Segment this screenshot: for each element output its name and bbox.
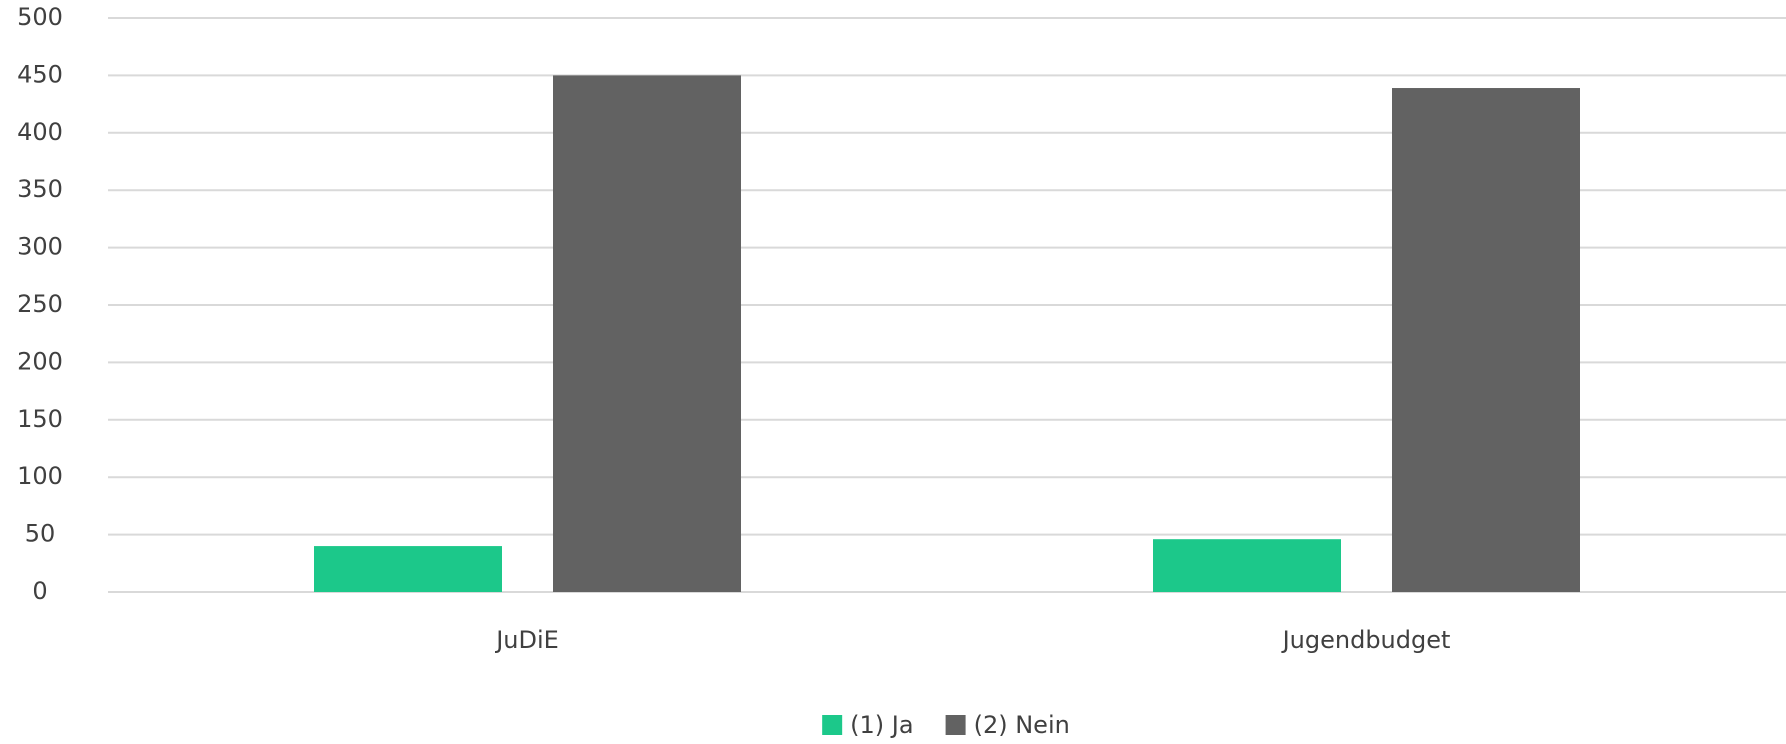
y-tick-label: 250: [17, 290, 63, 318]
bar: [553, 75, 741, 592]
legend-label: (1) Ja: [850, 711, 913, 739]
y-tick-label: 350: [17, 175, 63, 203]
bar: [314, 546, 502, 592]
x-tick-label: JuDiE: [494, 626, 559, 654]
x-tick-label: Jugendbudget: [1281, 626, 1451, 654]
y-tick-label: 50: [25, 520, 56, 548]
bar: [1153, 539, 1341, 592]
y-tick-label: 150: [17, 405, 63, 433]
bar: [1392, 88, 1580, 592]
legend-swatch: [945, 715, 966, 735]
y-tick-label: 400: [17, 118, 63, 146]
y-tick-label: 500: [17, 3, 63, 31]
y-tick-label: 100: [17, 462, 63, 490]
y-tick-label: 450: [17, 60, 63, 88]
y-tick-label: 0: [32, 577, 47, 605]
y-tick-label: 200: [17, 347, 63, 375]
legend-swatch: [822, 715, 843, 735]
legend-label: (2) Nein: [974, 711, 1070, 739]
y-tick-label: 300: [17, 233, 63, 261]
